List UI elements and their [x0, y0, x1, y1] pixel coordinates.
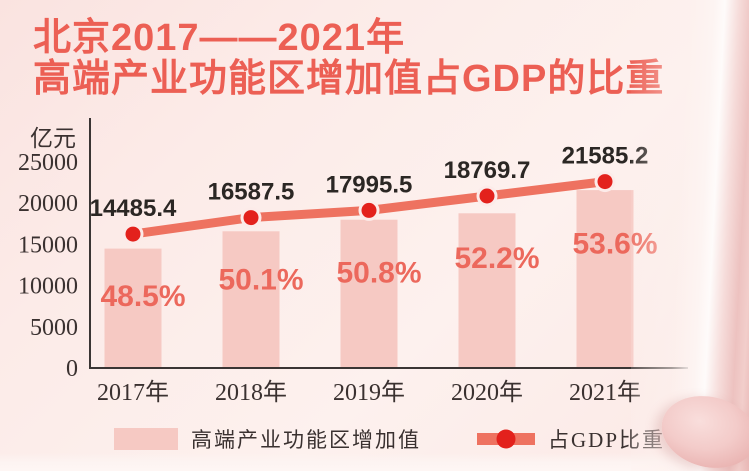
percent-label: 50.8%: [336, 256, 421, 289]
x-tick-label: 2019年: [333, 379, 405, 406]
line-point: [479, 188, 495, 204]
y-tick-label: 25000: [18, 150, 78, 176]
bar: [576, 190, 634, 368]
page-curl-roll: [653, 386, 749, 471]
chart-title-line-1: 北京2017——2021年: [33, 17, 406, 59]
line-point: [597, 174, 613, 190]
page-curl: [631, 0, 749, 471]
y-tick-label: 0: [66, 356, 78, 382]
y-tick-label: 20000: [18, 191, 78, 217]
bar-value-label: 18769.7: [444, 157, 531, 184]
x-tick-label: 2018年: [215, 379, 287, 406]
line-point: [361, 202, 377, 218]
line-point: [125, 226, 141, 242]
x-tick-label: 2020年: [451, 379, 523, 406]
x-tick-label: 2021年: [569, 379, 641, 406]
bar: [222, 231, 280, 368]
y-tick-label: 15000: [18, 232, 78, 258]
bar: [340, 219, 398, 368]
legend-bar-swatch: [114, 428, 178, 450]
y-tick-label: 10000: [18, 274, 78, 300]
chart-title: 北京2017——2021年 高端产业功能区增加值占GDP的比重: [33, 18, 664, 100]
percent-label: 50.1%: [218, 264, 303, 297]
percent-label: 48.5%: [100, 280, 185, 313]
bar-value-label: 14485.4: [90, 195, 177, 222]
legend-dot-icon: [496, 429, 516, 449]
bar-value-label: 17995.5: [326, 171, 413, 198]
y-tick-label: 5000: [30, 315, 78, 341]
chart-title-line-2: 高端产业功能区增加值占GDP的比重: [33, 58, 665, 100]
page-bottom-edge: [0, 453, 749, 471]
x-tick-label: 2017年: [97, 379, 169, 406]
bar: [458, 213, 516, 368]
bar-value-label: 16587.5: [208, 179, 295, 206]
line-point: [243, 210, 259, 226]
chart-legend: 高端产业功能区增加值 占GDP比重: [0, 423, 680, 455]
y-axis-unit-label: 亿元: [30, 126, 76, 151]
percent-label: 52.2%: [454, 242, 539, 275]
legend-line-swatch: [477, 429, 535, 449]
bar: [104, 248, 162, 368]
legend-bar-label: 高端产业功能区增加值: [191, 428, 421, 452]
